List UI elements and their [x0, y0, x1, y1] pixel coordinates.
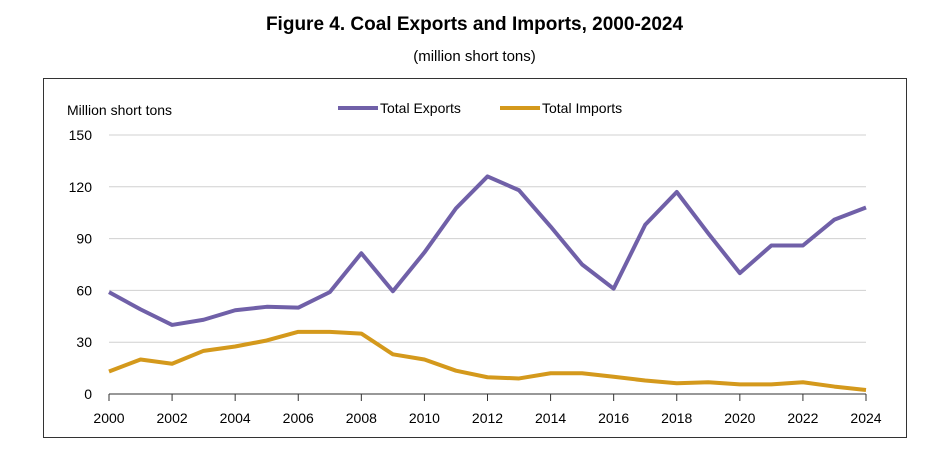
- x-tick-label: 2016: [598, 410, 629, 426]
- x-tick-label: 2018: [661, 410, 692, 426]
- y-axis-label: Million short tons: [67, 102, 172, 118]
- legend-label: Total Imports: [542, 100, 622, 116]
- series-line-exports: [108, 174, 867, 327]
- legend-label: Total Exports: [380, 100, 461, 116]
- chart-title: Figure 4. Coal Exports and Imports, 2000…: [265, 14, 684, 35]
- y-tick-label: 90: [76, 231, 92, 247]
- y-tick-label: 30: [76, 334, 92, 350]
- x-tick-label: 2012: [472, 410, 503, 426]
- x-tick-label: 2014: [535, 410, 566, 426]
- x-tick-label: 2002: [157, 410, 188, 426]
- x-tick-label: 2024: [850, 410, 881, 426]
- x-tick-label: 2010: [409, 410, 440, 426]
- y-tick-label: 120: [69, 179, 93, 195]
- y-tick-label: 150: [69, 127, 93, 143]
- series-line-imports: [108, 329, 867, 393]
- x-tick-label: 2004: [220, 410, 251, 426]
- x-tick-label: 2008: [346, 410, 377, 426]
- x-tick-label: 2006: [283, 410, 314, 426]
- y-tick-label: 0: [84, 386, 92, 402]
- x-tick-label: 2020: [724, 410, 755, 426]
- chart-subtitle: (million short tons): [413, 48, 536, 65]
- x-tick-label: 2022: [787, 410, 818, 426]
- chart-frame: [43, 78, 907, 438]
- x-tick-label: 2000: [93, 410, 124, 426]
- y-tick-label: 60: [76, 282, 92, 298]
